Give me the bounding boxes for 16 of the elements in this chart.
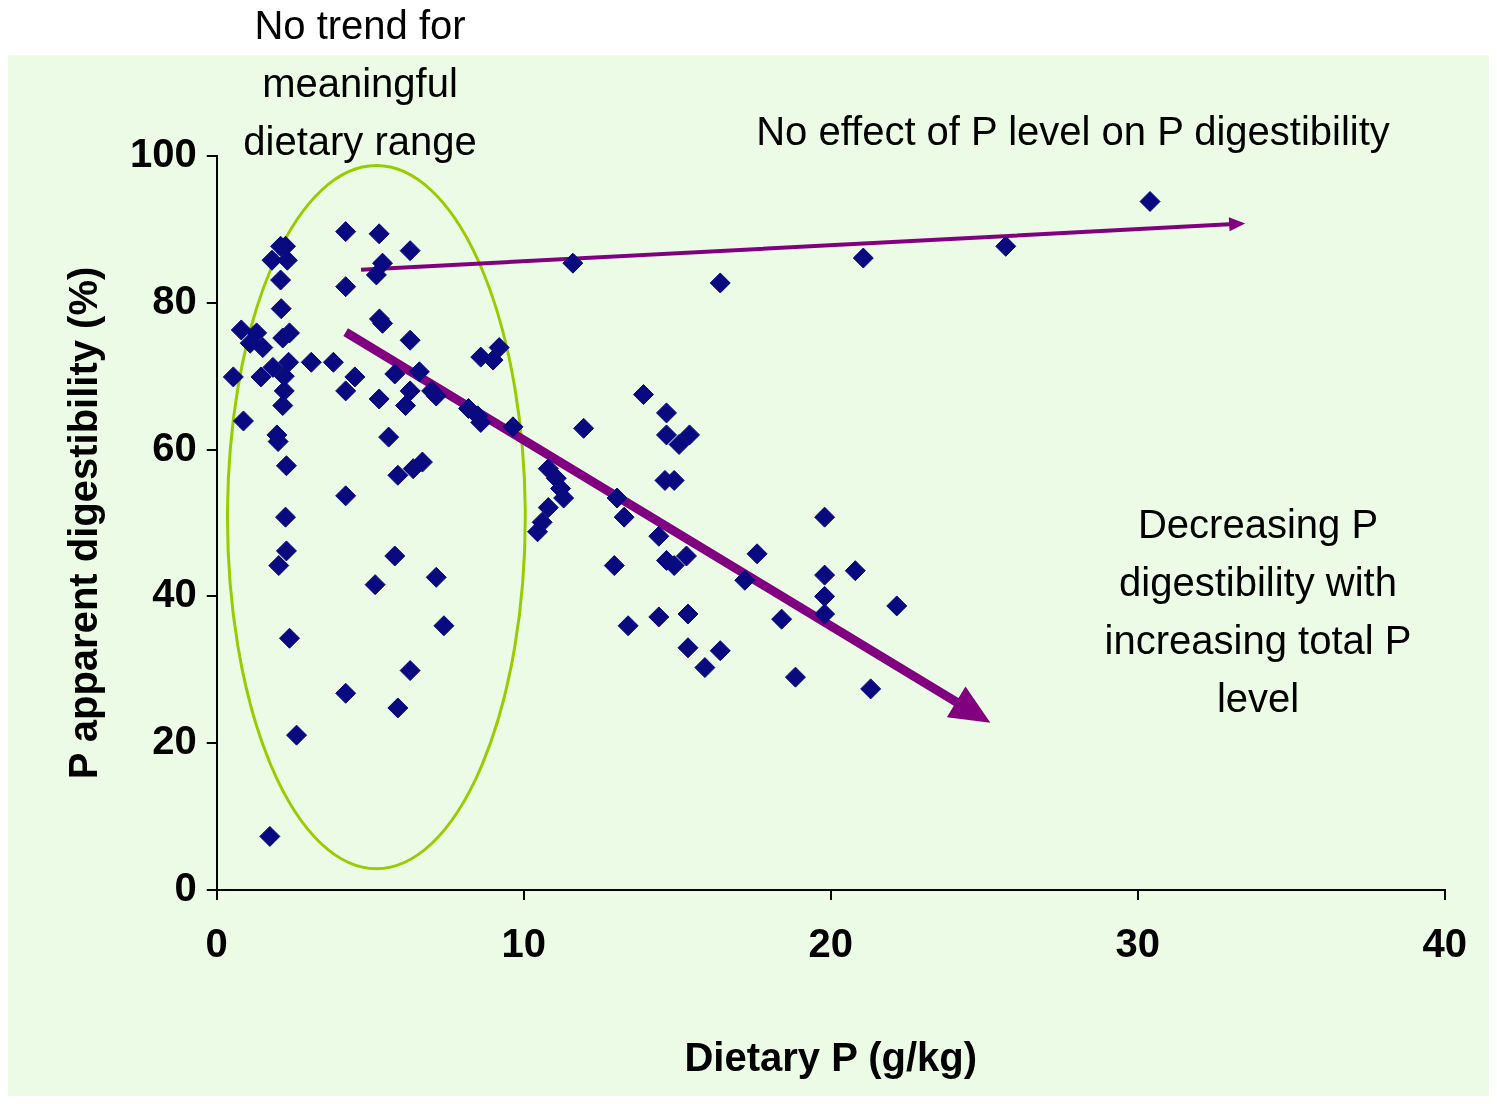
y-tick-label: 100 <box>129 131 197 176</box>
annotation: No trend for meaningful dietary range <box>243 3 477 164</box>
x-axis-title: Dietary P (g/kg) <box>684 1035 978 1080</box>
y-tick-label: 80 <box>152 277 197 322</box>
x-tick-label: 10 <box>501 921 546 966</box>
annotation: Decreasing P digestibility with increasing total P level <box>1104 502 1412 721</box>
y-tick-label: 40 <box>152 571 197 616</box>
text: No effect of P level on P digestibility <box>756 109 1390 154</box>
x-tick-label: 20 <box>808 921 853 966</box>
y-tick-label: 0 <box>174 865 197 910</box>
x-tick-label: 0 <box>205 921 228 966</box>
y-axis-title: P apparent digestibility (%) <box>61 266 106 780</box>
y-tick-label: 20 <box>152 718 197 763</box>
x-tick-label: 30 <box>1115 921 1160 966</box>
y-tick-label: 60 <box>152 424 197 469</box>
x-tick-label: 40 <box>1422 921 1467 966</box>
